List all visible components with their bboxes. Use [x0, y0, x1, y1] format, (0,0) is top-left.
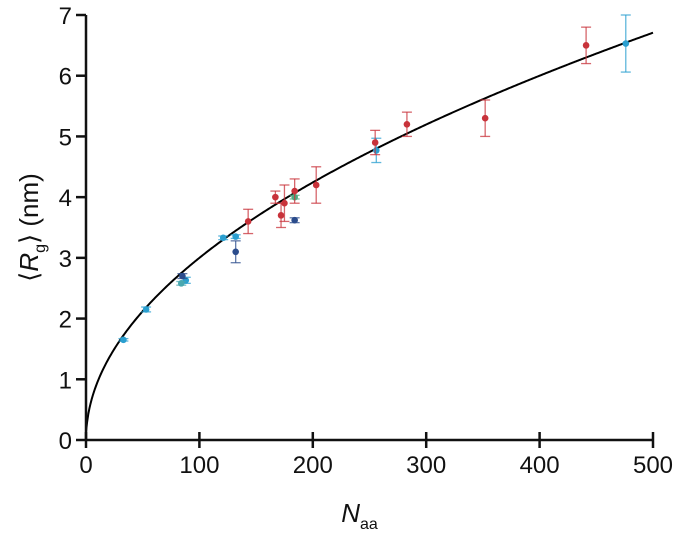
y-tick-label: 1 [59, 367, 72, 394]
series-teal [176, 280, 187, 287]
series-red [243, 26, 592, 235]
data-point [289, 216, 300, 224]
y-tick-label: 0 [59, 428, 72, 455]
series-navy [177, 216, 300, 280]
data-point [176, 280, 187, 287]
data-point [289, 178, 300, 204]
x-tick-label: 100 [179, 452, 219, 479]
y-tick-label: 7 [59, 3, 72, 30]
series-cyan [118, 14, 631, 344]
data-point [118, 336, 129, 344]
data-point [311, 166, 322, 204]
data-point [401, 111, 412, 138]
data-point [177, 272, 188, 280]
x-tick-label: 0 [79, 452, 92, 479]
data-point [230, 233, 241, 240]
y-tick-label: 4 [59, 185, 72, 212]
data-points [118, 14, 631, 344]
data-point [141, 306, 152, 313]
y-tick-label: 2 [59, 307, 72, 334]
data-point [620, 14, 631, 73]
data-point [370, 129, 381, 156]
data-point [581, 26, 592, 65]
x-tick-label: 400 [520, 452, 560, 479]
y-tick-label: 6 [59, 64, 72, 91]
x-axis-title: Naa [341, 498, 378, 533]
x-tick-label: 300 [406, 452, 446, 479]
data-point [276, 202, 287, 229]
x-tick-label: 200 [293, 452, 333, 479]
data-point [279, 184, 290, 223]
data-point [243, 208, 254, 235]
data-point [218, 234, 229, 242]
fit-curve [85, 31, 654, 432]
data-point [230, 240, 241, 264]
y-axis-title: ⟨Rg⟩ (nm) [14, 173, 49, 282]
power-law-fit-line [85, 31, 654, 432]
data-point [270, 190, 281, 204]
y-tick-label: 5 [59, 124, 72, 151]
x-tick-label: 500 [633, 452, 673, 479]
axes: 0 100 200 300 400 500 0 1 2 3 4 5 6 7 [59, 3, 673, 479]
y-tick-label: 3 [59, 246, 72, 273]
axis-labels: Naa ⟨Rg⟩ (nm) [14, 173, 378, 533]
data-point [480, 99, 491, 138]
